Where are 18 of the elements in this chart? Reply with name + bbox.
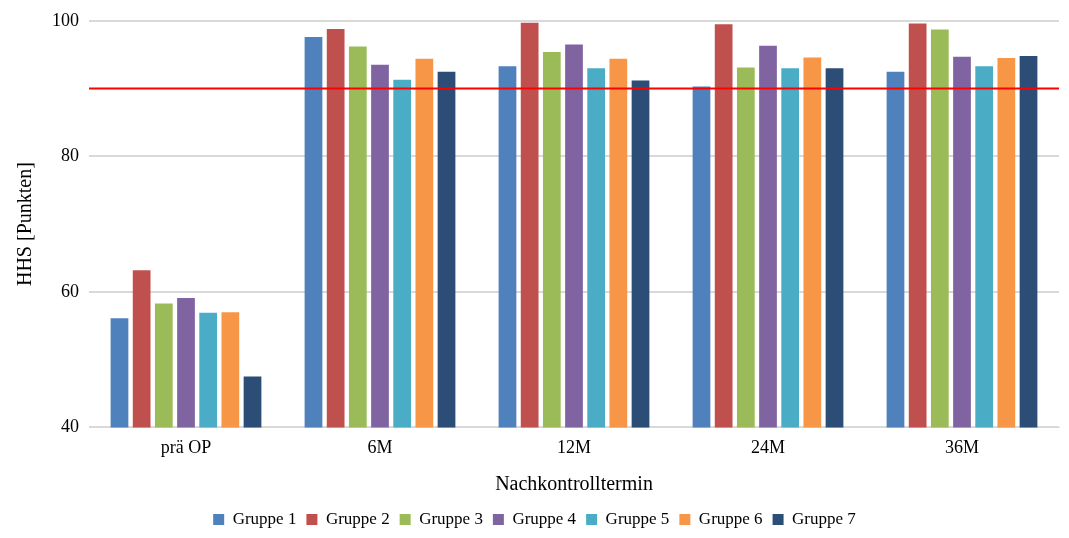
- x-axis-title: Nachkontrolltermin: [495, 472, 653, 495]
- y-axis-title: HHS [Punkten]: [13, 162, 36, 287]
- x-tick-label: 6M: [367, 436, 393, 457]
- legend-label: Gruppe 7: [792, 508, 857, 528]
- y-tick-label: 60: [61, 280, 79, 301]
- x-tick-label: prä OP: [160, 436, 212, 457]
- x-tick-label: 12M: [556, 436, 592, 457]
- y-tick-label: 80: [61, 145, 79, 166]
- legend-label: Gruppe 2: [325, 508, 390, 528]
- x-tick-label: 36M: [944, 436, 980, 457]
- y-tick-label: 40: [61, 416, 79, 437]
- legend-label: Gruppe 1: [232, 508, 297, 528]
- y-tick-label: 100: [52, 9, 79, 30]
- legend-label: Gruppe 5: [605, 508, 670, 528]
- legend-label: Gruppe 3: [419, 508, 483, 528]
- x-tick-label: 24M: [750, 436, 786, 457]
- legend-label: Gruppe 6: [698, 508, 763, 528]
- legend-label: Gruppe 4: [512, 508, 577, 528]
